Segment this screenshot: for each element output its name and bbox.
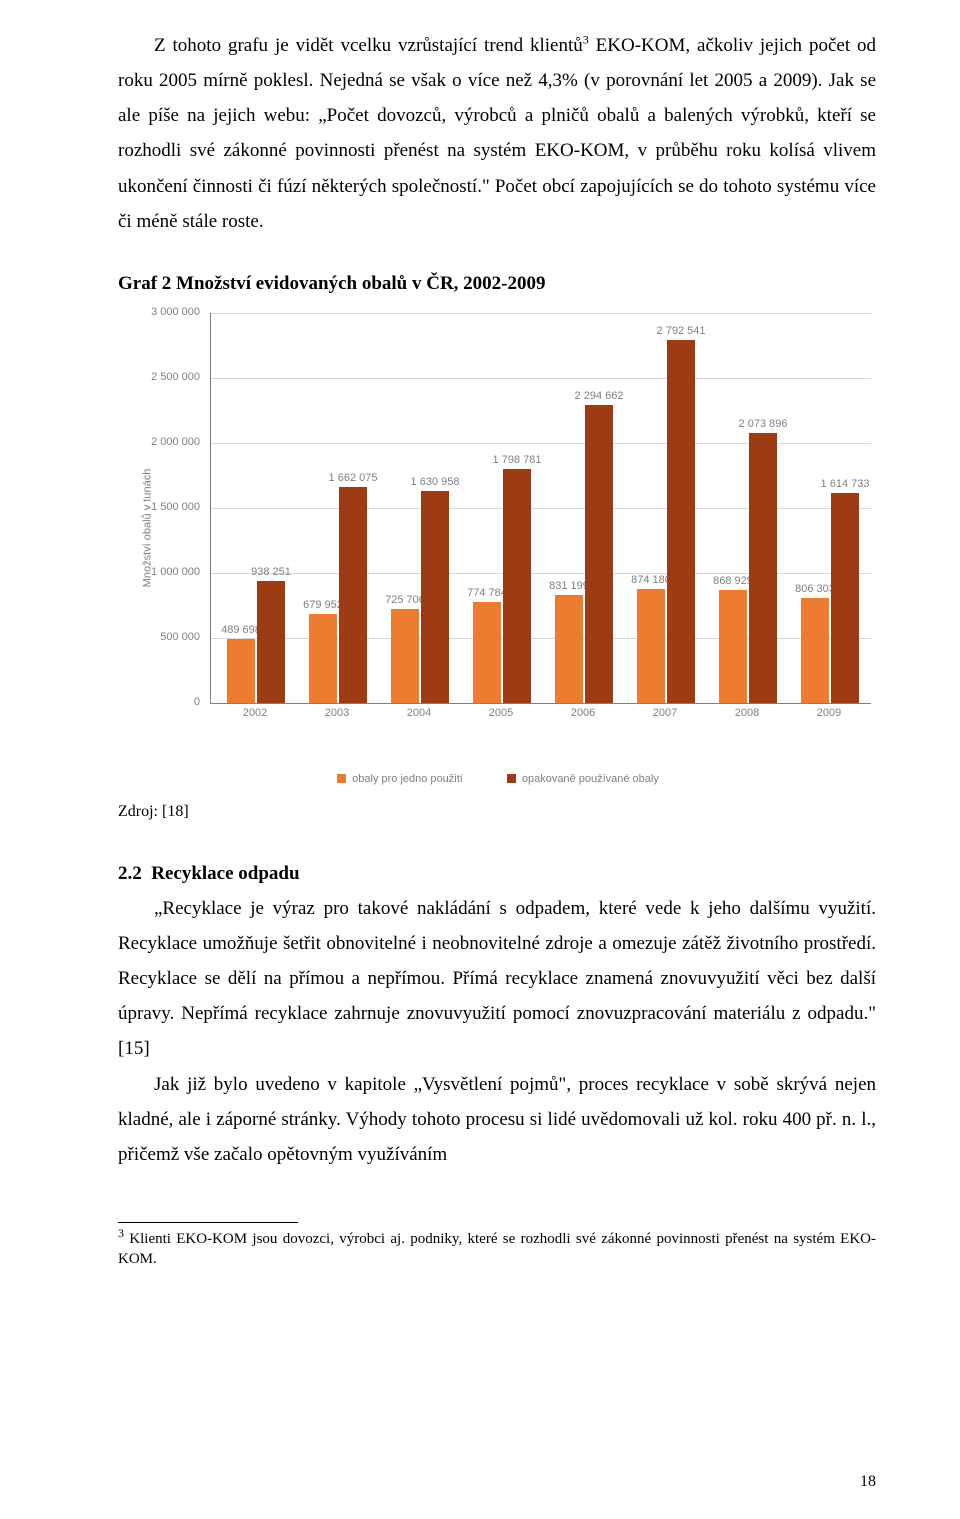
legend-item-0: obaly pro jedno použití: [337, 773, 463, 785]
section-title: Recyklace odpadu: [151, 863, 299, 884]
x-tick-label: 2007: [624, 707, 706, 719]
paragraph-1: Z tohoto grafu je vidět vcelku vzrůstají…: [118, 28, 876, 239]
y-tick-label: 2 500 000: [140, 371, 200, 383]
data-label: 1 798 781: [489, 454, 545, 466]
bar: [339, 487, 367, 703]
y-tick-label: 0: [140, 696, 200, 708]
page-number: 18: [860, 1473, 876, 1491]
para1-text-a: Z tohoto grafu je vidět vcelku vzrůstají…: [154, 35, 583, 56]
chart-area: Množství obalů v tunách 0500 0001 000 00…: [118, 313, 878, 743]
x-tick-label: 2005: [460, 707, 542, 719]
x-tick-label: 2009: [788, 707, 870, 719]
chart-container: Množství obalů v tunách 0500 0001 000 00…: [118, 313, 878, 785]
bar: [801, 598, 829, 703]
bar: [637, 589, 665, 703]
y-tick-label: 500 000: [140, 631, 200, 643]
x-tick-label: 2006: [542, 707, 624, 719]
paragraph-2: „Recyklace je výraz pro takové nakládání…: [118, 891, 876, 1067]
legend-label-1: opakovaně používané obaly: [522, 773, 659, 785]
x-tick-label: 2008: [706, 707, 788, 719]
x-tick-label: 2002: [214, 707, 296, 719]
bar: [831, 493, 859, 703]
data-label: 2 073 896: [735, 418, 791, 430]
y-tick-label: 1 500 000: [140, 501, 200, 513]
bar: [749, 433, 777, 703]
x-axis-labels: 20022003200420052006200720082009: [210, 707, 870, 725]
bar: [667, 340, 695, 703]
gridline: [211, 378, 871, 379]
bar: [227, 639, 255, 703]
section-heading: 2.2 Recyklace odpadu: [118, 863, 876, 885]
data-label: 2 792 541: [653, 325, 709, 337]
data-label: 938 251: [243, 566, 299, 578]
bar: [391, 609, 419, 703]
data-label: 2 294 662: [571, 390, 627, 402]
bar: [719, 590, 747, 703]
legend-item-1: opakovaně používané obaly: [507, 773, 659, 785]
footnote-3: 3 Klienti EKO-KOM jsou dovozci, výrobci …: [118, 1225, 876, 1270]
bar: [257, 581, 285, 703]
footnote-text: Klienti EKO-KOM jsou dovozci, výrobci aj…: [118, 1231, 876, 1267]
footnote-separator: [118, 1222, 298, 1223]
x-tick-label: 2004: [378, 707, 460, 719]
legend-swatch-1: [507, 774, 516, 783]
para1-text-b: EKO-KOM, ačkoliv jejich počet od roku 20…: [118, 35, 876, 232]
bar: [473, 602, 501, 703]
bar: [555, 595, 583, 703]
chart-source: Zdroj: [18]: [118, 803, 876, 821]
bar: [309, 614, 337, 702]
legend-swatch-0: [337, 774, 346, 783]
data-label: 1 662 075: [325, 472, 381, 484]
chart-legend: obaly pro jedno použití opakovaně použív…: [118, 773, 878, 785]
chart-caption: Graf 2 Množství evidovaných obalů v ČR, …: [118, 273, 876, 295]
bar: [503, 469, 531, 703]
legend-label-0: obaly pro jedno použití: [352, 773, 463, 785]
section-number: 2.2: [118, 863, 142, 884]
y-tick-label: 1 000 000: [140, 566, 200, 578]
y-axis: 0500 0001 000 0001 500 0002 000 0002 500…: [140, 313, 200, 703]
data-label: 1 614 733: [817, 478, 873, 490]
y-tick-label: 2 000 000: [140, 436, 200, 448]
bar: [585, 405, 613, 703]
plot-area: 489 698938 251679 9521 662 075725 7061 6…: [210, 313, 871, 704]
bar: [421, 491, 449, 703]
x-tick-label: 2003: [296, 707, 378, 719]
y-tick-label: 3 000 000: [140, 306, 200, 318]
gridline: [211, 313, 871, 314]
paragraph-3: Jak již bylo uvedeno v kapitole „Vysvětl…: [118, 1067, 876, 1172]
data-label: 1 630 958: [407, 476, 463, 488]
